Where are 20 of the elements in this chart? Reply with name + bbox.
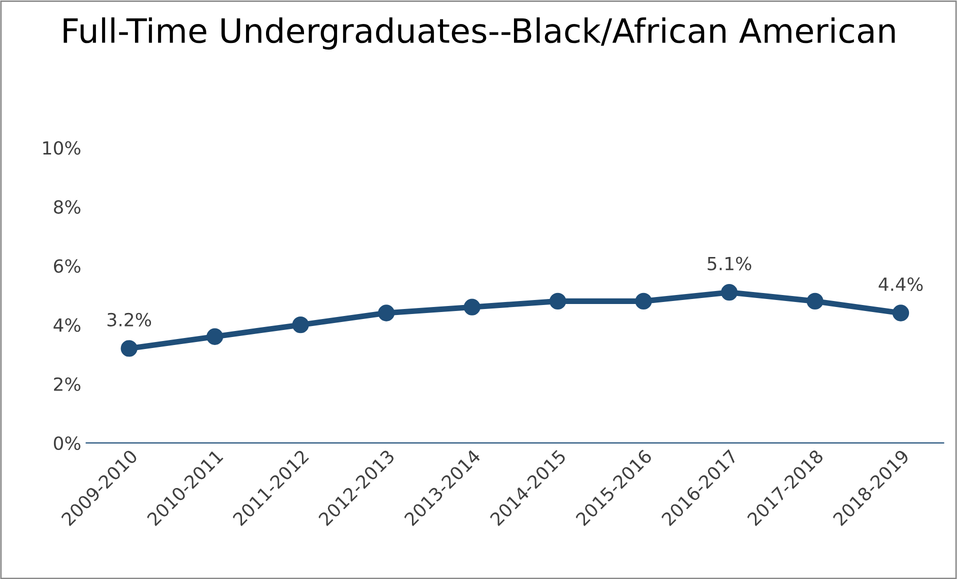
point (720, 284, 738, 301)
point (464, 298, 480, 316)
point (206, 328, 224, 345)
point (549, 292, 566, 310)
chart-title: Full-Time Undergraduates--Black/African American (64, 17, 895, 50)
y-tick-label: 0% (54, 436, 80, 450)
point (635, 292, 652, 310)
data-label: 5.1% (708, 256, 752, 270)
y-tick-label: 10% (43, 141, 80, 155)
point (892, 304, 910, 322)
data-label: 4.4% (878, 277, 923, 292)
y-tick-label: 6% (54, 259, 80, 273)
point (292, 316, 309, 334)
y-tick-label: 4% (54, 318, 80, 332)
point (120, 340, 138, 357)
y-tick-label: 2% (54, 377, 80, 391)
data-label: 3.2% (108, 312, 152, 326)
point (378, 304, 395, 322)
y-tick-label: 8% (54, 200, 80, 214)
point (806, 292, 824, 310)
